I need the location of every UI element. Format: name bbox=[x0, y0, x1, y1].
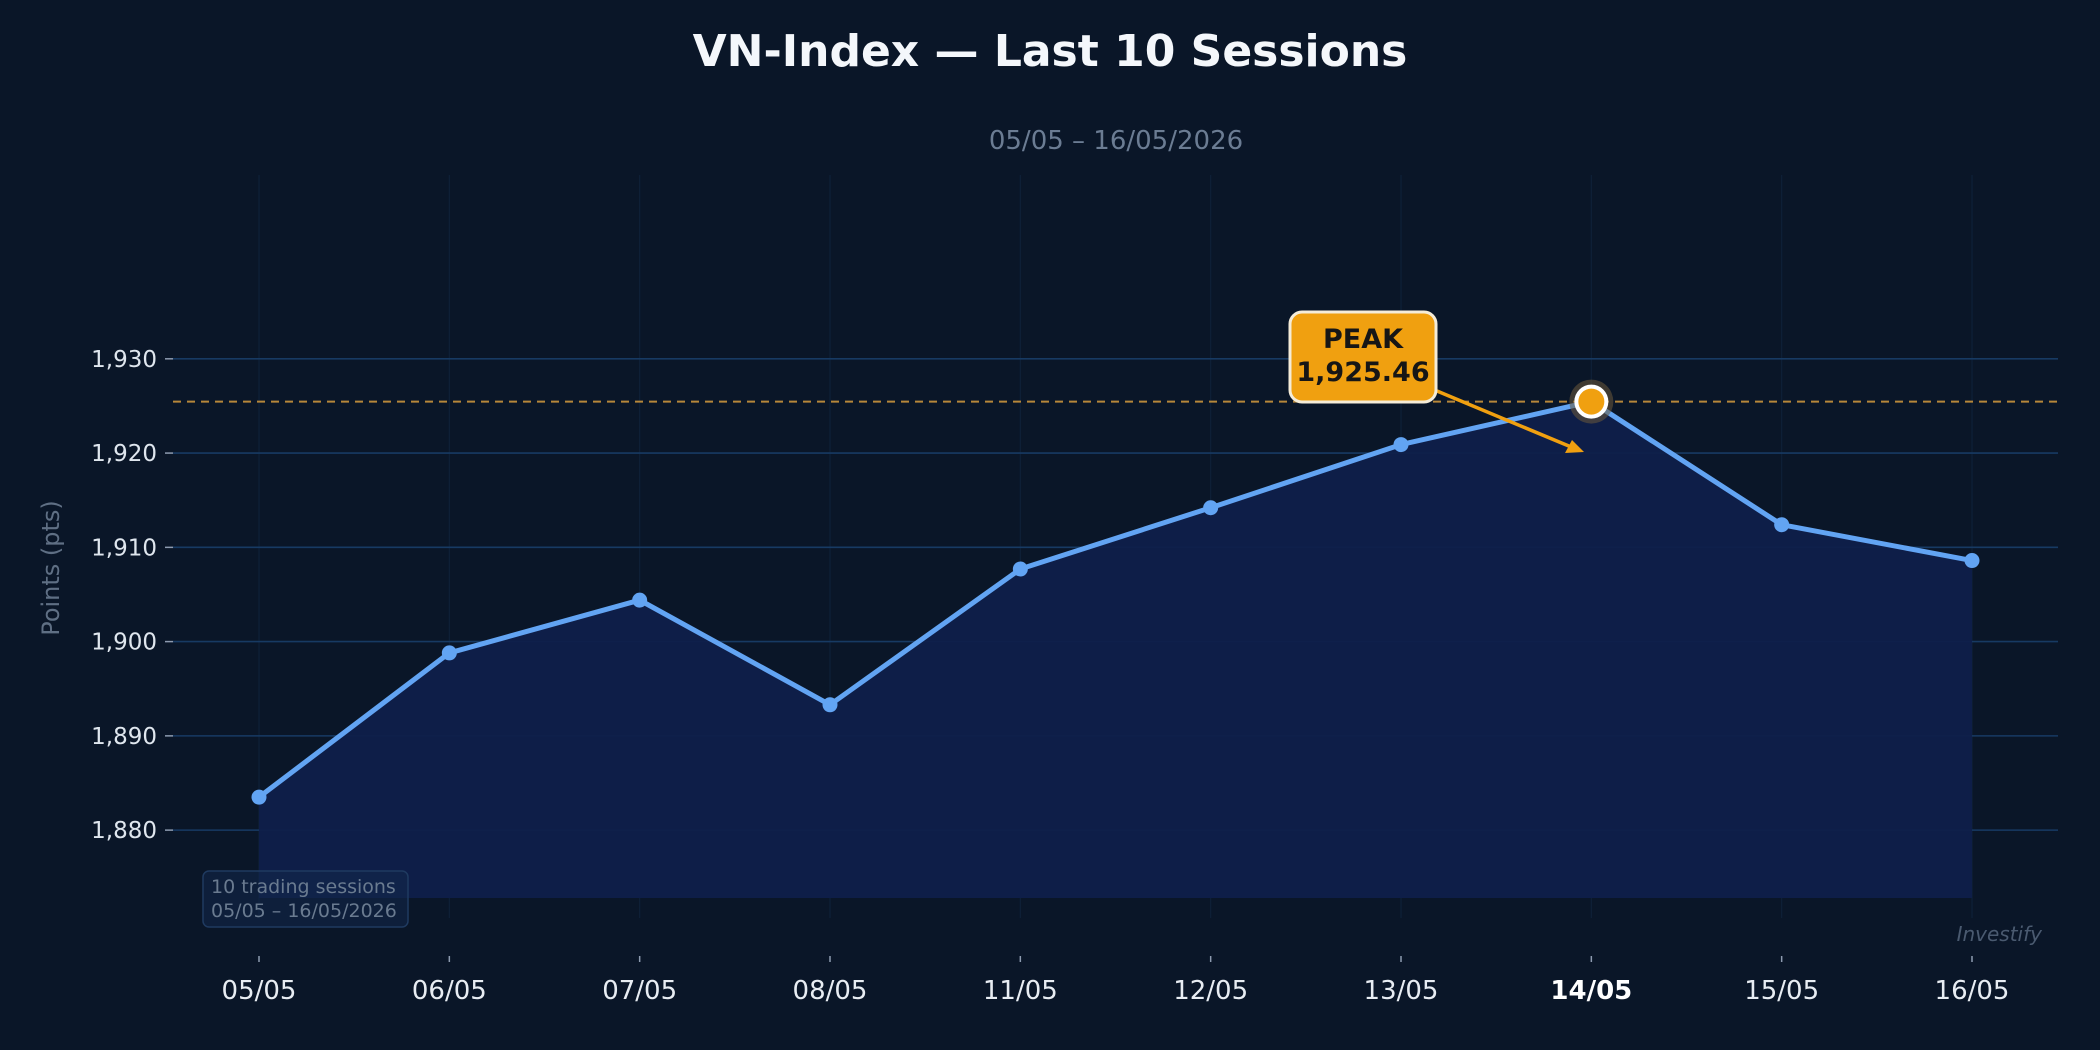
peak-label-box bbox=[1288, 310, 1438, 404]
x-tick-label: 13/05 bbox=[1364, 976, 1439, 1006]
data-point bbox=[441, 645, 457, 661]
y-tick-label: 1,880 bbox=[91, 818, 157, 844]
x-tick-label: 05/05 bbox=[222, 976, 297, 1006]
peak-point bbox=[1574, 384, 1609, 419]
sessions-note: 10 trading sessions 05/05 – 16/05/2026 bbox=[202, 870, 409, 928]
y-tick-label: 1,930 bbox=[91, 347, 157, 373]
x-tick-label: 16/05 bbox=[1935, 976, 2010, 1006]
area-layer bbox=[259, 401, 1972, 898]
area-fill bbox=[259, 401, 1972, 898]
x-tick-label: 12/05 bbox=[1173, 976, 1248, 1006]
peak-callout: PEAK 1,925.46 bbox=[1288, 310, 1584, 453]
data-point bbox=[1012, 561, 1028, 577]
watermark: Investify bbox=[1957, 922, 2044, 946]
x-tick-label: 11/05 bbox=[983, 976, 1058, 1006]
x-tick-label: 07/05 bbox=[602, 976, 677, 1006]
data-point bbox=[632, 592, 648, 608]
peak-arrow bbox=[1436, 389, 1577, 451]
y-axis-label: Points (pts) bbox=[37, 500, 65, 636]
x-tick-label: 06/05 bbox=[412, 976, 487, 1006]
data-point bbox=[1203, 500, 1219, 516]
x-tick-label: 08/05 bbox=[793, 976, 868, 1006]
peak-label-title: PEAK bbox=[1323, 324, 1404, 355]
x-tick-label: 14/05 bbox=[1550, 976, 1632, 1006]
points-layer bbox=[251, 379, 1980, 805]
x-tick-label: 15/05 bbox=[1744, 976, 1819, 1006]
sessions-note-line-1: 10 trading sessions bbox=[211, 876, 396, 898]
y-tick-labels: 1,880 1,890 1,900 1,910 1,920 1,930 bbox=[91, 347, 173, 844]
chart-subtitle: 05/05 – 16/05/2026 bbox=[989, 126, 1243, 156]
y-tick-label: 1,890 bbox=[91, 724, 157, 750]
peak-arrow-head bbox=[1565, 440, 1584, 453]
y-tick-label: 1,900 bbox=[91, 630, 157, 656]
y-tick-label: 1,920 bbox=[91, 441, 157, 467]
data-point bbox=[1774, 517, 1790, 533]
x-tick-labels: 05/05 06/05 07/05 08/05 11/05 12/05 13/05 14/05… bbox=[222, 956, 2010, 1006]
data-point bbox=[1393, 437, 1409, 453]
data-point bbox=[822, 697, 838, 713]
sessions-note-line-2: 05/05 – 16/05/2026 bbox=[211, 900, 397, 922]
y-tick-label: 1,910 bbox=[91, 535, 157, 561]
data-point bbox=[1964, 553, 1980, 569]
sessions-note-box bbox=[202, 870, 409, 928]
line-layer bbox=[256, 399, 1975, 800]
chart-title: VN-Index — Last 10 Sessions bbox=[693, 26, 1408, 77]
series-line bbox=[256, 399, 1975, 800]
peak-label-value: 1,925.46 bbox=[1296, 357, 1429, 388]
data-point bbox=[251, 789, 267, 805]
